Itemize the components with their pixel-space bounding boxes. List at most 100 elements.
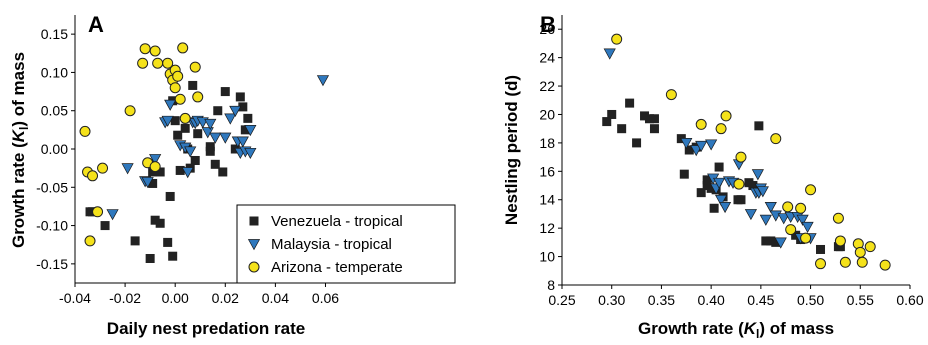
panel-b-point-triangle [718, 201, 732, 214]
panel-b-point-square [835, 242, 845, 252]
legend-marker-triangle [247, 239, 261, 251]
panel-b-x-tick-label: 0.60 [896, 292, 923, 308]
panel-b-point-square [617, 124, 627, 134]
panel-b-point-square [607, 109, 617, 119]
panel-a-point-circle [79, 125, 91, 137]
panel-b-y-tick-label: 24 [539, 50, 555, 66]
panel-b-point-circle [733, 178, 745, 190]
panel-b-point-square [816, 244, 826, 254]
panel-a-point-square [150, 215, 160, 225]
y-axis-title-part: ) of mass [9, 52, 28, 127]
panel-a-point-square [243, 113, 253, 123]
panel-a-point-triangle [161, 115, 174, 127]
panel-b-x-tick-label: 0.45 [747, 292, 774, 308]
panel-b-point-triangle [705, 139, 718, 151]
panel-b-point-circle [864, 241, 876, 253]
panel-a-point-triangle [229, 105, 242, 117]
panel-b-point-square [632, 138, 642, 148]
panel-b-point-circle [856, 256, 868, 268]
panel-a-point-circle [139, 43, 151, 55]
panel-b-point-triangle [690, 145, 703, 157]
y-axis-title-part: Growth rate ( [9, 142, 28, 248]
panel-b-point-triangle [695, 140, 708, 152]
panel-a-point-square [205, 142, 215, 152]
panel-a-point-square [190, 155, 200, 165]
panel-a-point-circle [174, 93, 186, 105]
panel-a-point-square [180, 123, 190, 133]
panel-b-point-square [644, 114, 654, 124]
panel-b-point-circle [782, 201, 794, 213]
x-axis-title-symbol: K [744, 319, 758, 338]
panel-b-point-triangle [777, 213, 790, 225]
panel-b-x-tick-label: 0.55 [847, 292, 874, 308]
legend-label-square: Venezuela - tropical [271, 213, 403, 230]
panel-b-label: B [540, 12, 556, 37]
panel-a-y-tick-label: -0.15 [36, 256, 68, 272]
panel-a-x-tick-label: 0.02 [212, 290, 239, 306]
panel-a-point-square [188, 80, 198, 90]
panel-b-point-triangle [751, 169, 764, 181]
panel-b-y-tick-label: 18 [539, 135, 555, 151]
panel-a-chart: -0.04 -0.02 0.00 0.02 0.04 0.06 -0.15 -0.10 -0.0… [9, 12, 456, 338]
panel-b-point-triangle [764, 201, 777, 214]
panel-a-point-square [155, 218, 165, 228]
panel-b-chart: 0.25 0.30 0.35 0.40 0.45 0.50 0.55 0.60 8 10 12 14 1… [502, 12, 924, 341]
panel-b-x-tick-label: 0.25 [548, 292, 575, 308]
panel-b-y-tick-label: 14 [539, 192, 555, 208]
panel-a-point-triangle [141, 177, 154, 189]
panel-a-label: A [88, 12, 104, 37]
panel-b-point-triangle [744, 209, 758, 221]
panel-b-point-circle [735, 151, 747, 163]
panel-b-point-triangle [796, 214, 809, 226]
panel-a-point-square [220, 87, 230, 97]
panel-a-point-square [130, 236, 140, 246]
y-axis-title-symbol: K [9, 128, 28, 142]
panel-b-point-square [736, 195, 746, 205]
panel-a-series-circle [79, 42, 204, 247]
panel-a-y-tick-label: 0.10 [41, 64, 68, 80]
panel-a-point-circle [84, 235, 96, 247]
legend-label-triangle: Malaysia - tropical [271, 236, 392, 253]
panel-b-point-square [766, 236, 776, 246]
panel-a-point-square [168, 251, 178, 261]
panel-a-point-circle [162, 57, 174, 69]
panel-b-y-tick-label: 26 [539, 21, 555, 37]
panel-a-point-triangle [219, 132, 232, 144]
panel-b-point-circle [720, 110, 732, 122]
panel-a-point-square [145, 253, 155, 263]
panel-b-point-square [709, 203, 719, 213]
panel-b-point-circle [785, 224, 797, 236]
legend-label-circle: Arizona - temperate [271, 259, 403, 276]
panel-a-point-triangle [149, 154, 162, 166]
panel-b-point-circle [854, 246, 866, 258]
panel-b-point-triangle [713, 177, 726, 189]
panel-b-point-circle [834, 235, 846, 247]
panel-a-point-square [213, 106, 223, 116]
panel-a-point-circle [97, 162, 109, 174]
panel-b-point-square [702, 175, 712, 185]
panel-b-point-square [748, 181, 758, 191]
panel-b-point-square [602, 117, 612, 127]
panel-b-point-circle [795, 202, 807, 214]
panel-a-point-circle [189, 61, 201, 73]
panel-b-x-axis-title: Growth rate (Kl) of mass [638, 319, 834, 340]
panel-a-point-square [205, 146, 215, 156]
panel-a-point-triangle [201, 127, 214, 139]
panel-a-y-tick-label: -0.05 [36, 179, 68, 195]
panel-b-series-circle [611, 33, 891, 271]
panel-b-point-triangle [759, 214, 772, 226]
panel-b-point-triangle [603, 48, 616, 60]
panel-a-point-circle [179, 112, 191, 124]
panel-a-point-triangle [236, 136, 249, 148]
panel-b-x-tick-label: 0.30 [598, 292, 625, 308]
panel-b-y-tick-label: 8 [547, 277, 555, 293]
panel-b-point-circle [695, 118, 707, 130]
panel-a-x-tick-label: 0.04 [262, 290, 289, 306]
panel-a-x-tick-label: 0.06 [312, 290, 339, 306]
panel-a-point-square [100, 221, 110, 231]
panel-b-point-triangle [756, 186, 769, 198]
panel-a-point-square [148, 178, 158, 188]
legend-box [236, 204, 456, 284]
panel-b-point-circle [832, 212, 844, 224]
